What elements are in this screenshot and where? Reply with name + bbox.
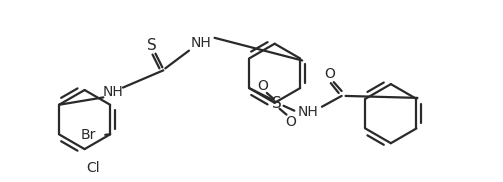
Text: S: S <box>272 96 282 111</box>
Text: Br: Br <box>81 128 97 142</box>
Text: Cl: Cl <box>87 161 100 175</box>
Text: O: O <box>285 114 296 128</box>
Text: NH: NH <box>298 105 318 119</box>
Text: O: O <box>324 67 335 81</box>
Text: S: S <box>147 38 156 53</box>
Text: NH: NH <box>103 86 124 100</box>
Text: NH: NH <box>191 36 211 50</box>
Text: O: O <box>258 79 268 93</box>
